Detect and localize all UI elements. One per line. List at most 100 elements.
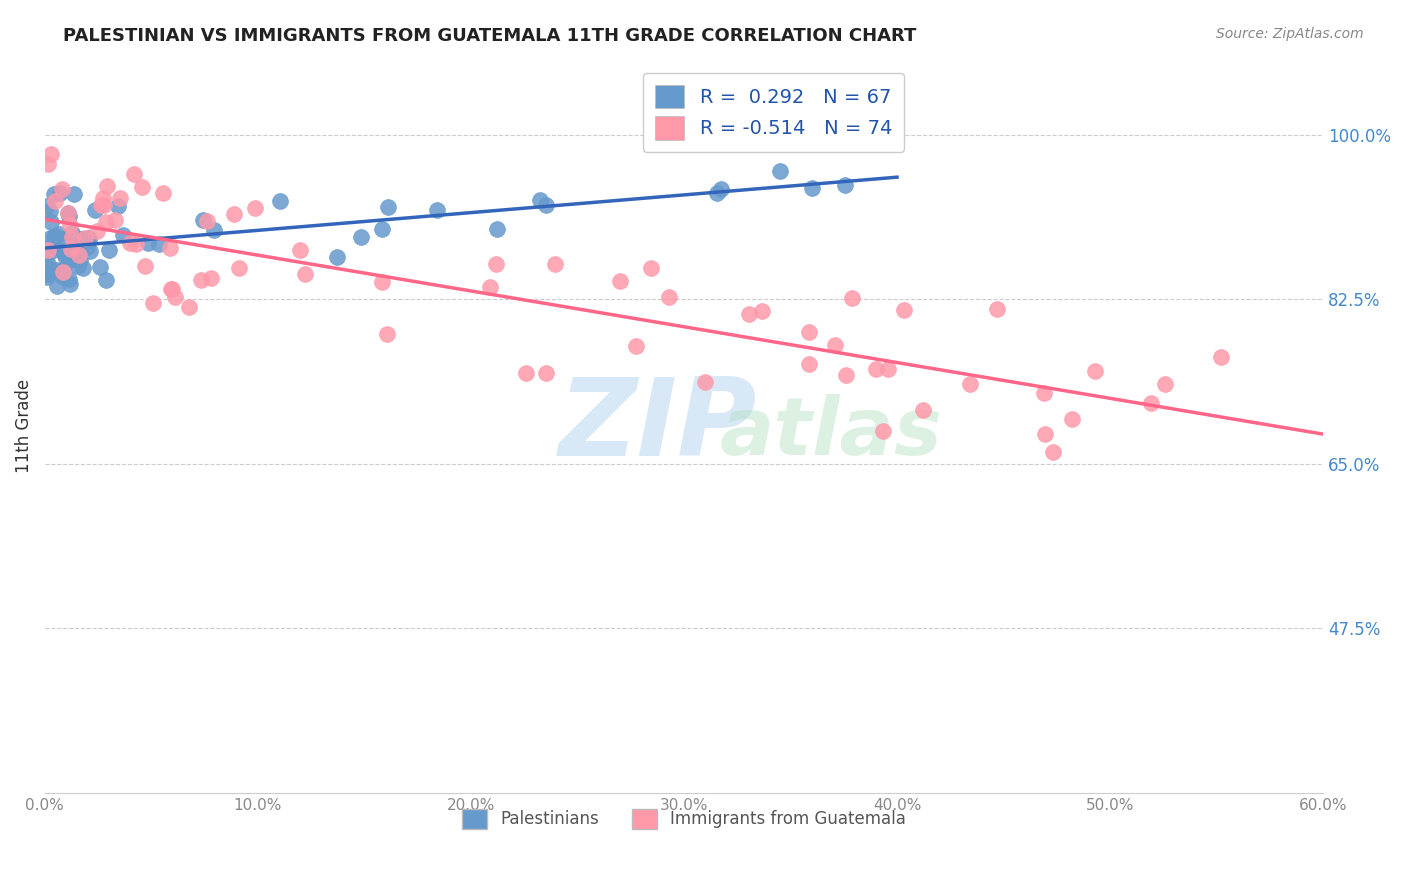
Point <box>37 257 59 271</box>
Point <box>534 198 557 212</box>
Point <box>110 191 132 205</box>
Point <box>39 146 62 161</box>
Point <box>45 262 67 277</box>
Point <box>534 366 557 380</box>
Point <box>62 252 84 266</box>
Point <box>60 226 83 240</box>
Point <box>142 296 165 310</box>
Point <box>63 186 86 201</box>
Point <box>52 261 75 276</box>
Point <box>66 260 89 274</box>
Point <box>39 245 62 260</box>
Point <box>124 167 146 181</box>
Point <box>1032 385 1054 400</box>
Point <box>37 244 59 258</box>
Point <box>706 186 728 201</box>
Point <box>294 267 316 281</box>
Point <box>609 274 631 288</box>
Point <box>288 244 311 258</box>
Point <box>710 182 733 196</box>
Point <box>35 260 58 274</box>
Point <box>163 290 186 304</box>
Point <box>138 236 160 251</box>
Point <box>52 244 75 258</box>
Point <box>37 270 59 285</box>
Point <box>44 194 66 208</box>
Point <box>107 199 129 213</box>
Point <box>118 236 141 251</box>
Point <box>195 214 218 228</box>
Point <box>426 203 449 218</box>
Point <box>72 260 94 275</box>
Point <box>486 222 509 236</box>
Point <box>200 271 222 285</box>
Point <box>479 279 502 293</box>
Point <box>190 273 212 287</box>
Point <box>738 308 761 322</box>
Point <box>42 230 65 244</box>
Point <box>42 186 65 201</box>
Point <box>48 186 70 200</box>
Point <box>797 358 820 372</box>
Point <box>269 194 291 208</box>
Point <box>38 203 60 218</box>
Point <box>37 157 59 171</box>
Point <box>58 271 80 285</box>
Point <box>515 366 537 380</box>
Point <box>152 186 174 200</box>
Point <box>93 197 115 211</box>
Point <box>326 250 349 264</box>
Point <box>112 228 135 243</box>
Point <box>769 163 792 178</box>
Point <box>60 229 83 244</box>
Point <box>86 224 108 238</box>
Point <box>148 236 170 251</box>
Point <box>193 213 215 227</box>
Point <box>90 198 112 212</box>
Point <box>134 259 156 273</box>
Point <box>485 257 508 271</box>
Point <box>893 303 915 318</box>
Point <box>841 291 863 305</box>
Point <box>125 237 148 252</box>
Point <box>751 304 773 318</box>
Point <box>824 337 846 351</box>
Point <box>800 181 823 195</box>
Point <box>77 232 100 246</box>
Point <box>543 257 565 271</box>
Point <box>377 200 399 214</box>
Point <box>243 201 266 215</box>
Point <box>59 252 82 266</box>
Point <box>350 230 373 244</box>
Y-axis label: 11th Grade: 11th Grade <box>15 379 32 473</box>
Point <box>76 231 98 245</box>
Point <box>1211 350 1233 364</box>
Point <box>35 267 58 281</box>
Point <box>44 229 66 244</box>
Text: Source: ZipAtlas.com: Source: ZipAtlas.com <box>1216 27 1364 41</box>
Point <box>160 282 183 296</box>
Legend: Palestinians, Immigrants from Guatemala: Palestinians, Immigrants from Guatemala <box>456 802 912 836</box>
Point <box>624 339 647 353</box>
Point <box>159 241 181 255</box>
Point <box>39 231 62 245</box>
Point <box>1042 445 1064 459</box>
Point <box>70 232 93 246</box>
Point <box>228 260 250 275</box>
Point <box>96 179 118 194</box>
Point <box>959 376 981 391</box>
Point <box>91 192 114 206</box>
Point <box>69 252 91 267</box>
Text: atlas: atlas <box>720 394 942 473</box>
Point <box>53 231 76 245</box>
Point <box>67 247 90 261</box>
Point <box>912 403 935 417</box>
Point <box>377 326 399 341</box>
Point <box>59 219 82 233</box>
Point <box>94 215 117 229</box>
Point <box>52 264 75 278</box>
Point <box>94 273 117 287</box>
Point <box>97 244 120 258</box>
Point <box>37 199 59 213</box>
Point <box>56 206 79 220</box>
